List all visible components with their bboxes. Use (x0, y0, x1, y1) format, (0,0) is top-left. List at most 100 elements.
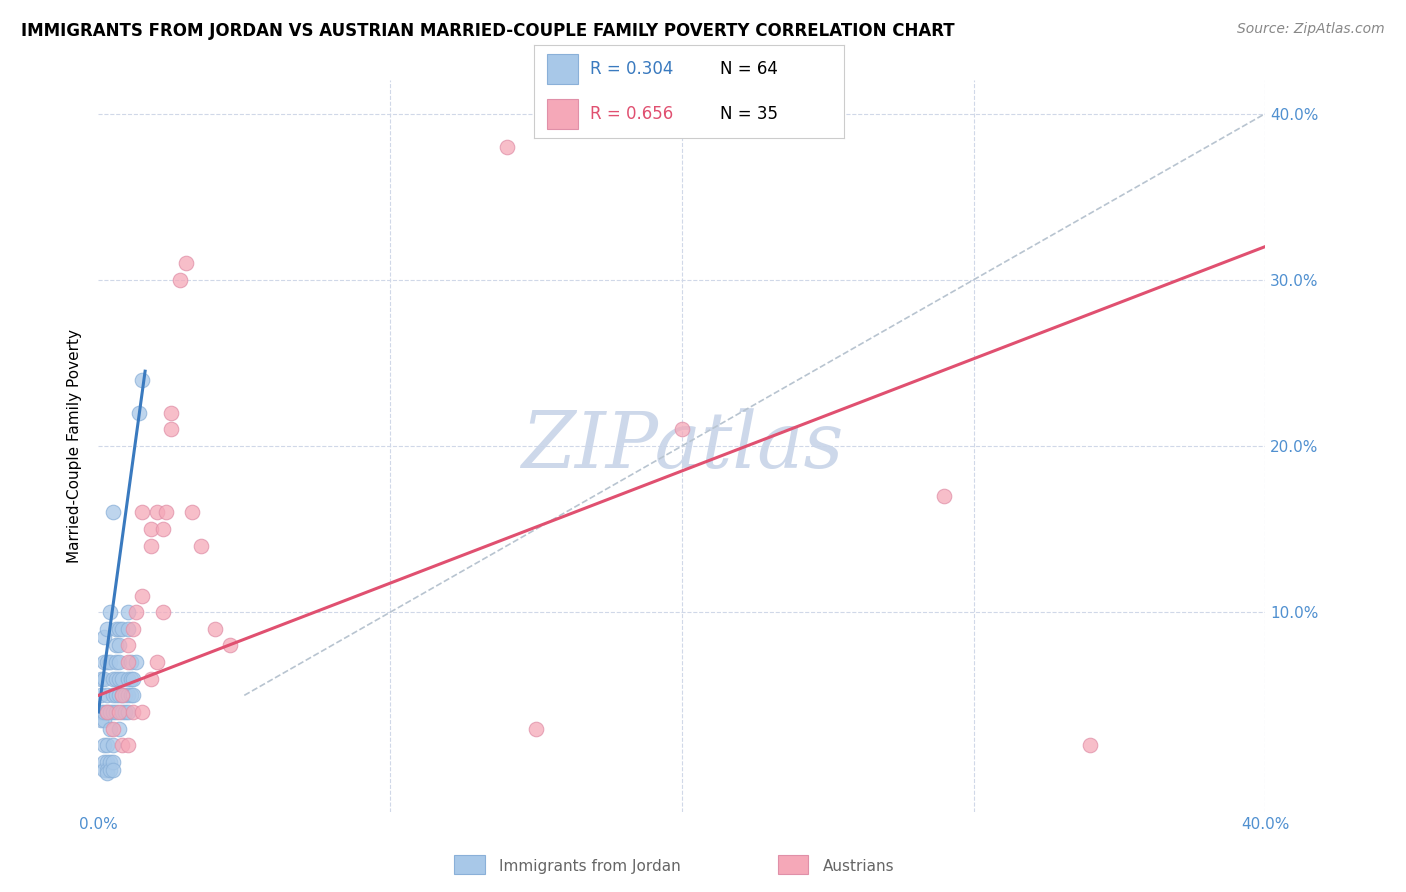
Point (104, 639, 127, 653)
Point (93, 630, 115, 644)
Point (128, 406, 150, 420)
Point (117, 639, 139, 653)
Point (101, 763, 124, 777)
Point (120, 689, 142, 703)
Point (101, 722, 124, 736)
Point (98, 655, 121, 669)
Bar (547, 54, 578, 84)
Point (96, 655, 118, 669)
Point (117, 738, 139, 752)
Point (108, 722, 131, 736)
Point (96, 738, 118, 752)
Text: ZIPatlas: ZIPatlas (520, 408, 844, 484)
Point (160, 406, 183, 420)
Point (125, 655, 148, 669)
Point (96, 755, 118, 769)
Point (190, 539, 212, 553)
Point (108, 622, 131, 636)
Point (111, 622, 134, 636)
Point (934, 489, 956, 503)
Point (101, 506, 124, 520)
Point (117, 655, 139, 669)
Text: Austrians: Austrians (823, 859, 894, 873)
Point (204, 622, 226, 636)
Point (218, 639, 240, 653)
Point (93, 755, 115, 769)
Point (114, 689, 136, 703)
Point (131, 705, 153, 719)
Point (131, 589, 153, 603)
Point (155, 506, 177, 520)
Point (495, 140, 517, 154)
Text: Immigrants from Jordan: Immigrants from Jordan (499, 859, 681, 873)
Point (93, 672, 115, 686)
Point (98, 763, 121, 777)
Point (90, 714, 112, 728)
Text: IMMIGRANTS FROM JORDAN VS AUSTRIAN MARRIED-COUPLE FAMILY POVERTY CORRELATION CHA: IMMIGRANTS FROM JORDAN VS AUSTRIAN MARRI… (21, 22, 955, 40)
Point (98, 605, 121, 619)
Point (139, 522, 162, 536)
Point (101, 738, 124, 752)
Text: Source: ZipAtlas.com: Source: ZipAtlas.com (1237, 22, 1385, 37)
Point (108, 639, 131, 653)
Point (174, 256, 197, 270)
Point (146, 506, 169, 520)
Point (101, 705, 124, 719)
Point (131, 506, 153, 520)
Point (96, 622, 118, 636)
Point (93, 763, 115, 777)
Point (131, 372, 153, 386)
Point (117, 622, 139, 636)
Point (114, 705, 136, 719)
Point (146, 655, 169, 669)
Point (117, 705, 139, 719)
Point (1080, 738, 1102, 752)
Point (104, 622, 127, 636)
Point (108, 672, 131, 686)
Point (180, 506, 202, 520)
Point (104, 705, 127, 719)
Point (122, 689, 145, 703)
Point (111, 705, 134, 719)
Point (111, 738, 134, 752)
Point (117, 689, 139, 703)
Point (98, 705, 121, 719)
Point (96, 763, 118, 777)
Point (104, 672, 127, 686)
Point (93, 738, 115, 752)
Point (139, 672, 162, 686)
Point (120, 672, 142, 686)
Point (160, 422, 183, 436)
Point (111, 672, 134, 686)
Point (524, 722, 547, 736)
Text: R = 0.656: R = 0.656 (591, 105, 673, 123)
Point (108, 705, 131, 719)
Text: N = 64: N = 64 (720, 60, 778, 78)
Point (152, 522, 174, 536)
Point (90, 672, 112, 686)
Point (98, 722, 121, 736)
Text: N = 35: N = 35 (720, 105, 778, 123)
Point (111, 689, 134, 703)
Point (101, 689, 124, 703)
Point (96, 705, 118, 719)
Point (122, 705, 145, 719)
Text: R = 0.304: R = 0.304 (591, 60, 673, 78)
Point (108, 689, 131, 703)
Point (93, 705, 115, 719)
Point (122, 622, 145, 636)
Point (117, 672, 139, 686)
Point (122, 672, 145, 686)
Point (93, 655, 115, 669)
Point (104, 655, 127, 669)
Point (93, 714, 115, 728)
Point (671, 422, 693, 436)
Point (108, 655, 131, 669)
Point (111, 689, 134, 703)
Point (104, 689, 127, 703)
Point (98, 755, 121, 769)
Point (125, 605, 148, 619)
Point (152, 605, 174, 619)
Y-axis label: Married-Couple Family Poverty: Married-Couple Family Poverty (67, 329, 83, 563)
Point (169, 273, 191, 287)
